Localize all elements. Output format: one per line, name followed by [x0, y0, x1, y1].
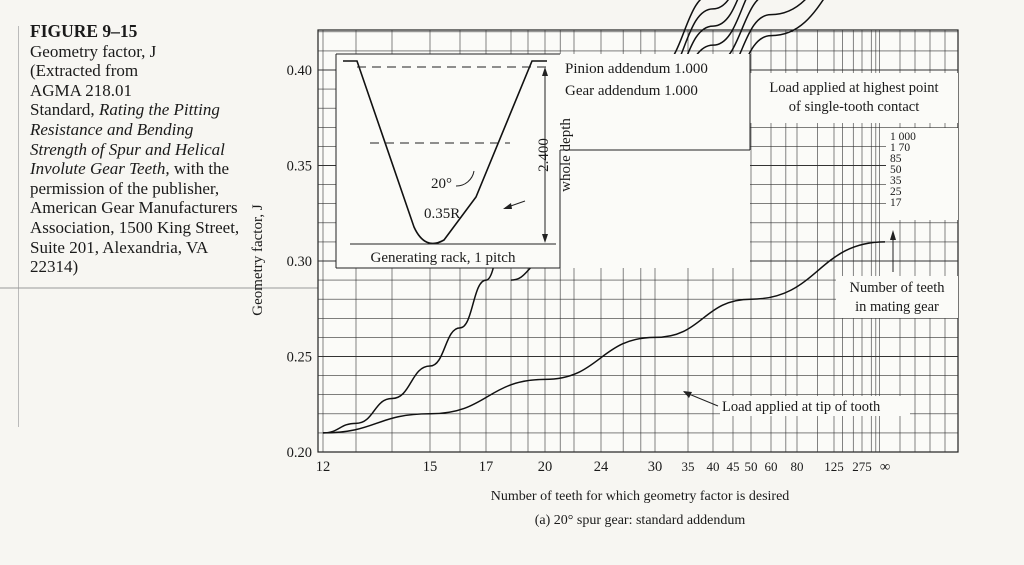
mating-teeth-label: 25	[890, 186, 902, 198]
text-margin-line	[18, 26, 19, 427]
rack-inset-bg	[336, 54, 750, 268]
fillet-leader-head	[503, 203, 512, 209]
x-tick-label: 12	[316, 459, 331, 475]
x-tick-label: 50	[745, 459, 758, 474]
mating-teeth-label: 1 70	[890, 142, 910, 154]
x-tick-label: 15	[423, 459, 438, 475]
rack-tooth-profile	[343, 60, 547, 245]
tip-leader-head	[683, 391, 692, 398]
x-tick-label: ∞	[880, 459, 890, 475]
pinion-addendum-label: Pinion addendum 1.000	[565, 61, 708, 77]
mating-teeth-label: 17	[890, 197, 902, 209]
label-box-mating	[886, 128, 958, 220]
x-axis-label: Number of teeth for which geometry facto…	[491, 489, 790, 504]
mating-teeth-label: 50	[890, 164, 902, 176]
annotation-highest-1: Load applied at highest point	[769, 80, 938, 96]
mating-arrow-head	[890, 230, 896, 240]
y-tick-label: 0.25	[287, 350, 312, 366]
label-box-highest	[750, 73, 958, 123]
y-tick-label: 0.20	[287, 445, 312, 461]
x-tick-label: 30	[648, 459, 663, 475]
caption-line-4: Standard,	[30, 100, 95, 120]
angle-arc	[455, 170, 475, 187]
x-tick-label: 24	[594, 459, 609, 475]
caption-line-5: with the permission of the publisher, Am…	[30, 159, 240, 277]
caption-line-2: (Extracted from	[30, 61, 139, 81]
y-tick-label: 0.35	[287, 159, 312, 175]
mating-teeth-label: 1 000	[890, 131, 916, 143]
depth-arrow-bottom	[542, 234, 548, 243]
caption-line-1: Geometry factor, J	[30, 41, 157, 61]
y-tick-label: 0.30	[287, 254, 312, 270]
caption-line-3: AGMA 218.01	[30, 80, 133, 100]
y-axis-ticks: 0.200.250.300.350.400.450.500.550.60	[287, 63, 312, 461]
x-tick-label: 35	[682, 459, 695, 474]
rack-inset: 20° 0.35R 2.400 whole depth Pinion adden…	[335, 53, 751, 269]
gear-addendum-label: Gear addendum 1.000	[565, 83, 698, 99]
x-tick-label: 40	[707, 459, 720, 474]
x-tick-label: 275	[852, 459, 872, 474]
mating-teeth-label: 35	[890, 175, 902, 187]
series-line	[322, 197, 512, 434]
depth-value: 2.400	[536, 138, 552, 172]
annotation-mating-1: Number of teeth	[849, 280, 945, 296]
x-tick-label: 80	[791, 459, 804, 474]
x-tick-label: 45	[727, 459, 740, 474]
x-tick-label: 20	[538, 459, 553, 475]
label-box-number-teeth	[836, 276, 958, 318]
depth-text: whole depth	[558, 118, 574, 192]
y-tick-label: 0.40	[287, 63, 312, 79]
x-tick-label: 60	[765, 459, 778, 474]
fillet-label: 0.35R	[424, 206, 460, 222]
rack-label: Generating rack, 1 pitch	[371, 250, 516, 266]
y-axis-label: Geometry factor, J	[250, 204, 266, 316]
angle-label: 20°	[431, 176, 452, 192]
x-tick-label: 17	[479, 459, 494, 475]
x-axis-ticks: 12 15 17 20 24 30 35 40 45 50 60 80 125 275 ∞	[316, 459, 890, 475]
depth-arrow-top	[542, 67, 548, 76]
chart-title: (a) 20° spur gear: standard addendum	[535, 513, 746, 528]
x-tick-label: 125	[824, 459, 844, 474]
figure-caption: FIGURE 9–15 Geometry factor, J (Extracte…	[18, 21, 245, 427]
annotation-mating-2: in mating gear	[855, 299, 939, 315]
label-box-tip	[720, 396, 910, 416]
mating-teeth-label: 85	[890, 153, 902, 165]
annotation-highest-2: of single-tooth contact	[789, 99, 919, 115]
annotation-load-tip: Load applied at tip of tooth	[722, 399, 881, 415]
series-line	[322, 241, 886, 434]
caption-italic-title: Rating the Pitting Resistance and Bendin…	[30, 100, 225, 179]
figure-number: FIGURE 9–15	[30, 21, 138, 41]
